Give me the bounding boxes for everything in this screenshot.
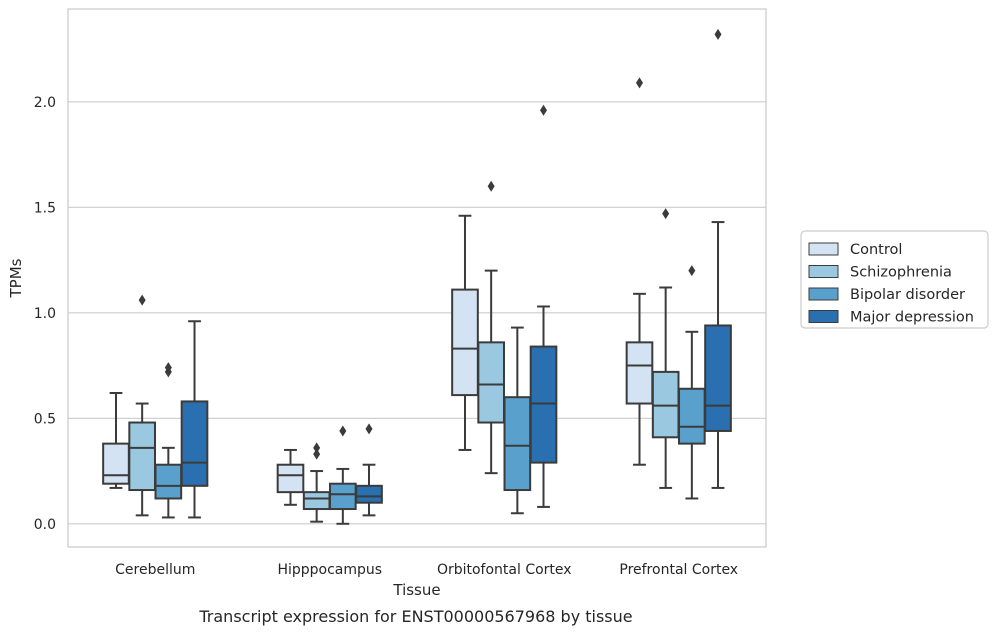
box [451,288,479,397]
box-group [529,104,558,508]
box-group [102,391,130,489]
x-tick-label: Orbitofontal Cortex [437,562,572,578]
chart-caption: Transcript expression for ENST0000056796… [198,607,632,626]
y-tick-label: 1.5 [34,200,56,216]
box [529,345,558,464]
box-group [451,214,479,451]
legend-label: Schizophrenia [850,265,952,281]
outlier-point [487,180,495,192]
legend-swatch [808,287,839,301]
box [503,396,532,492]
box-group [625,77,654,466]
x-tick-label: Hipppocampus [277,562,382,578]
y-tick-label: 0.0 [34,517,56,533]
outlier-point [635,77,643,89]
legend: Control Schizophrenia Bipolar disorder Majo… [800,230,989,329]
legend-label: Bipolar disorder [850,287,965,303]
box [678,387,706,445]
legend-frame [800,230,989,329]
box-group [651,208,680,489]
box [180,400,209,487]
box-group [678,265,706,500]
box [651,370,680,439]
grid-layer [68,101,766,525]
legend-item: Schizophrenia [808,265,952,281]
box [276,463,305,494]
x-tick-label: Prefrontal Cortex [619,562,738,578]
legend-item: Bipolar disorder [808,287,965,303]
box-group [180,320,209,519]
box [704,324,732,432]
legend-item: Major depression [808,310,974,326]
box-group [276,448,305,506]
outlier-point [714,28,722,40]
legend-swatch [808,265,839,278]
legend-swatch [808,242,839,256]
box [477,341,505,424]
box [329,482,357,511]
box [128,421,156,492]
outlier-point [540,104,548,116]
box [154,463,183,500]
box [302,491,331,511]
y-axis-label: TPMs [7,258,25,298]
x-tick-label: Cerebellum [115,562,195,578]
legend-label: Major depression [850,310,974,326]
legend-swatch [808,310,839,323]
box-group [503,326,532,515]
legend-label: Control [850,242,902,258]
outlier-point [164,362,172,374]
box-group [704,28,732,489]
box-group [355,423,383,517]
legend-item: Control [808,242,902,258]
x-axis-label: Tissue [392,581,440,599]
box [625,341,654,405]
y-tick-label: 1.0 [34,306,56,322]
outlier-point [313,442,321,454]
outlier-point [365,423,373,435]
outlier-point [138,294,146,306]
box [355,484,383,504]
y-tick-label: 0.5 [34,411,56,427]
plot-frame [67,8,767,548]
box-group [128,294,156,517]
box-group [154,362,183,519]
outlier-point [339,425,347,437]
y-tick-label: 2.0 [34,95,56,111]
box [102,442,130,485]
box-group [329,425,357,525]
box-layer [102,28,732,525]
box-group [302,442,331,523]
outlier-point [688,265,696,277]
outlier-point [313,448,321,460]
outlier-point [662,208,670,220]
tick-layer: 0.0 0.5 1.0 1.5 2.0 Cerebellum Hipppocampus Orb… [34,95,738,578]
box-group [477,180,505,475]
